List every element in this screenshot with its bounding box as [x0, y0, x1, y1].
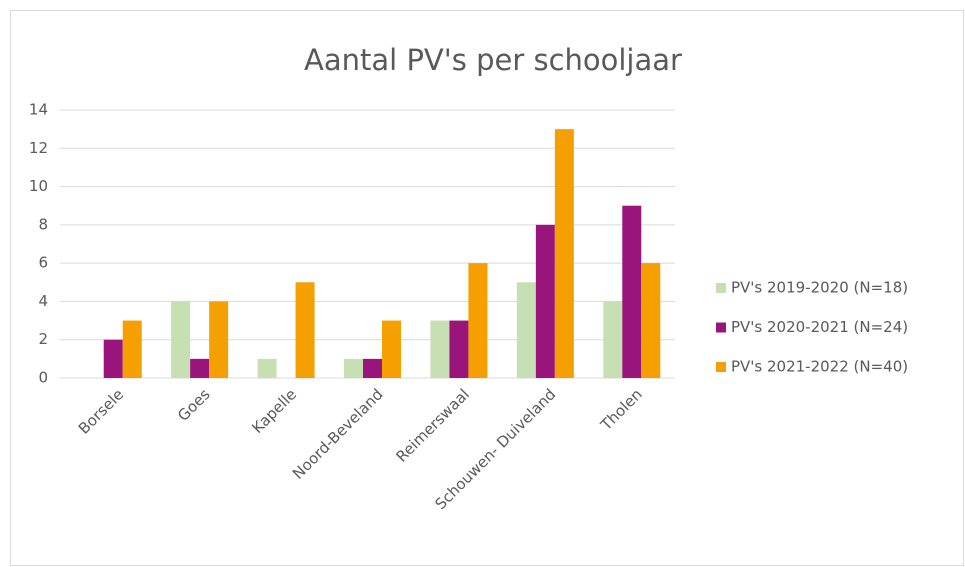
bar: [468, 263, 488, 378]
bar: [430, 320, 450, 378]
bar: [622, 205, 642, 378]
legend-label: PV's 2021-2022 (N=40): [731, 358, 908, 376]
y-tick-label: 0: [38, 369, 48, 387]
bar: [382, 320, 401, 378]
bar: [257, 358, 277, 378]
chart-title: Aantal PV's per schooljaar: [304, 43, 682, 77]
bar: [209, 301, 229, 378]
bar: [449, 320, 469, 378]
bar: [554, 129, 574, 378]
bar: [363, 358, 382, 378]
bar: [295, 282, 315, 378]
y-tick-label: 4: [38, 292, 48, 310]
legend-label: PV's 2020-2021 (N=24): [731, 318, 908, 336]
y-tick-label: 10: [29, 177, 48, 195]
legend-swatch: [716, 283, 726, 293]
y-tick-label: 14: [29, 101, 48, 119]
legend-label: PV's 2019-2020 (N=18): [731, 279, 908, 297]
y-tick-label: 12: [29, 139, 48, 157]
y-tick-label: 2: [38, 330, 48, 348]
legend-swatch: [716, 322, 726, 333]
bar: [344, 358, 363, 378]
bar: [171, 301, 191, 378]
bar: [122, 320, 142, 378]
bar: [603, 301, 623, 378]
y-tick-label: 8: [38, 215, 48, 233]
bar: [190, 358, 210, 378]
bar: [641, 263, 661, 378]
y-tick-label: 6: [38, 254, 48, 272]
bar: [535, 224, 555, 378]
bar: [516, 282, 536, 378]
legend-swatch: [716, 362, 726, 372]
bar: [103, 339, 123, 378]
